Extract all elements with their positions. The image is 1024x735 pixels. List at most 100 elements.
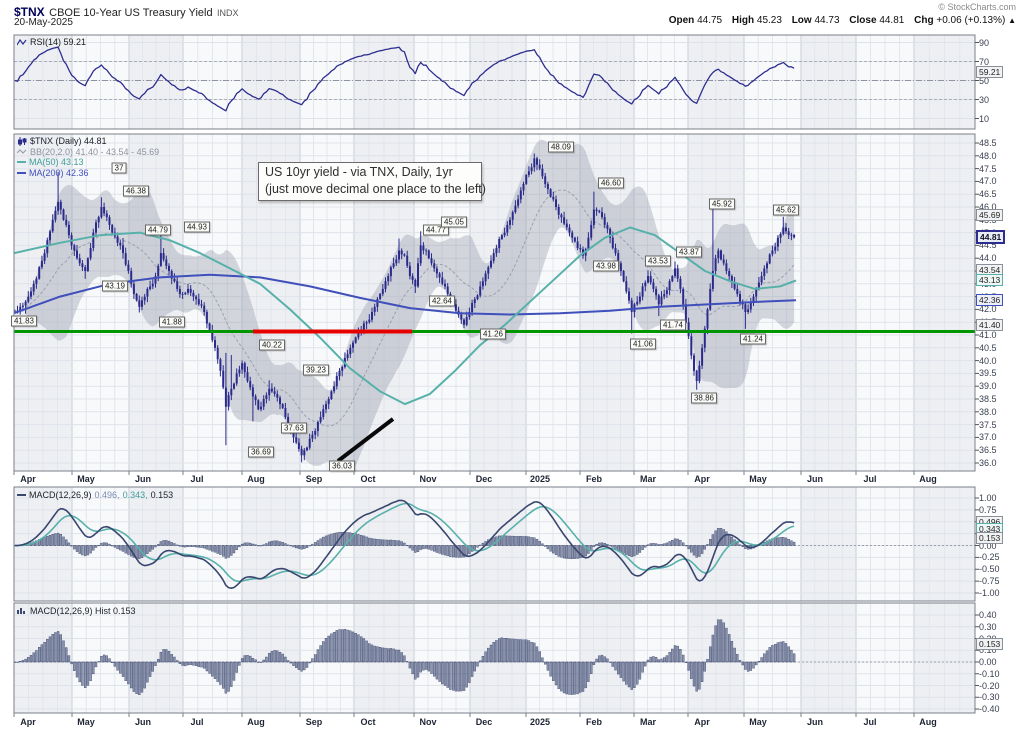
macd-hist-bar — [248, 542, 252, 546]
macd-hist-bar — [619, 545, 623, 553]
hist-bar — [473, 661, 476, 672]
hist-bar — [303, 661, 306, 671]
hist-legend-text: MACD(12,26,9) Hist 0.153 — [30, 606, 136, 616]
hist-bar — [184, 661, 187, 667]
hist-bar — [519, 639, 522, 663]
hist-bar — [273, 650, 276, 663]
macd-hist-bar — [397, 540, 401, 546]
macd-hist-bar — [435, 545, 439, 553]
band-line-icon — [17, 149, 27, 155]
hist-bar — [560, 661, 563, 692]
hist-bar — [86, 661, 90, 686]
hist-bar — [438, 661, 441, 682]
hist-bar — [197, 661, 201, 667]
hist-bar — [757, 661, 761, 663]
main-legend-bb: BB(20,2.0) 41.40 - 43.54 - 45.69 — [30, 146, 160, 157]
macd-hist-bar — [92, 545, 95, 551]
macd-hist-bar — [262, 544, 265, 546]
axis-flag-0.153: 0.153 — [976, 532, 1004, 545]
y-axis-label: 36.5 — [979, 445, 997, 456]
macd-hist-bar — [78, 545, 81, 554]
macd-hist-bar — [560, 545, 563, 558]
hist-bar — [48, 636, 52, 663]
macd-hist-bar — [197, 545, 201, 548]
hist-bar — [533, 642, 536, 663]
price-callout-45.62: 45.62 — [772, 204, 800, 216]
macd-hist-bar — [284, 543, 287, 546]
x-axis-month-label: Jun — [806, 717, 824, 727]
hist-bar — [97, 661, 100, 663]
macd-hist-bar — [354, 533, 357, 546]
hist-bar — [633, 661, 636, 688]
hist-bar — [221, 661, 225, 689]
hist-bar — [100, 656, 103, 663]
x-axis-month-label: Oct — [360, 474, 376, 484]
macd-hist-bar — [403, 542, 406, 546]
macd-hist-bar — [784, 537, 788, 546]
axis-flag-0.153: 0.153 — [976, 638, 1004, 651]
hist-bar — [159, 652, 163, 663]
x-axis-month-label: Jun — [806, 474, 824, 484]
macd-hist-bar — [102, 542, 106, 546]
y-axis-label: -0.40 — [979, 704, 1000, 714]
macd-hist-bar — [614, 545, 617, 549]
hist-bar — [400, 652, 403, 663]
macd-hist-bar — [706, 544, 709, 546]
macd-hist-bar — [508, 535, 512, 546]
hist-bar — [774, 644, 777, 663]
macd-hist-bar — [519, 536, 522, 546]
hist-bar — [476, 661, 479, 667]
hist-legend: MACD(12,26,9) Hist 0.153 — [17, 606, 136, 617]
hist-bar — [384, 647, 387, 663]
hist-bar — [64, 647, 68, 663]
macd-hist-bar — [322, 536, 325, 546]
hist-bar — [192, 661, 195, 666]
symbol-ticker: $TNX — [14, 5, 45, 19]
hist-bar — [143, 661, 146, 689]
main-legend-ma50: MA(50) 43.13 — [29, 157, 84, 167]
macd-hist-bar — [622, 545, 625, 554]
hist-bar — [530, 642, 533, 663]
axis-flag-41.40: 41.40 — [976, 318, 1004, 331]
macd-hist-bar — [357, 534, 360, 546]
macd-hist-bar — [116, 545, 119, 550]
hist-bar — [579, 661, 582, 693]
macd-hist-bar — [86, 545, 90, 556]
macd-hist-bar — [389, 539, 393, 546]
hist-bar — [679, 649, 682, 663]
macd-hist-bar — [541, 543, 544, 546]
x-axis-month-label: May — [749, 717, 767, 727]
hist-bar — [257, 661, 260, 663]
hist-bar — [83, 661, 87, 688]
macd-hist-bar — [462, 545, 466, 558]
ma200-line — [14, 273, 797, 316]
macd-hist-bar — [522, 536, 525, 546]
copyright: © StockCharts.com — [938, 2, 1016, 12]
hist-bar — [397, 649, 401, 663]
hist-bar — [113, 661, 117, 667]
y-axis-label: 10 — [979, 113, 990, 124]
hist-bar — [173, 656, 176, 663]
macd-hist-bar — [443, 545, 447, 556]
hist-bar — [433, 661, 436, 677]
macd-hist-bar — [530, 537, 533, 546]
hist-bar — [614, 661, 617, 671]
hist-bar — [746, 661, 750, 672]
chg-label: Chg — [914, 15, 934, 26]
macd-hist-bar — [387, 539, 390, 546]
macd-hist-bar — [159, 541, 163, 546]
hist-bar — [16, 661, 19, 663]
macd-hist-bar — [165, 540, 168, 546]
macd-hist-bar — [297, 545, 301, 549]
macd-hist-bar — [492, 537, 495, 546]
hist-bar — [373, 645, 376, 663]
macd-hist-bar — [254, 544, 257, 546]
macd-hist-bar — [792, 541, 796, 546]
hist-bar — [552, 661, 555, 681]
price-callout-43.53: 43.53 — [644, 255, 672, 267]
x-axis-month-label: Jun — [134, 474, 152, 484]
macd-hist-bar — [54, 533, 57, 546]
hist-bar — [181, 661, 184, 666]
hist-bar — [706, 659, 709, 663]
macd-hist-bar — [292, 545, 295, 548]
